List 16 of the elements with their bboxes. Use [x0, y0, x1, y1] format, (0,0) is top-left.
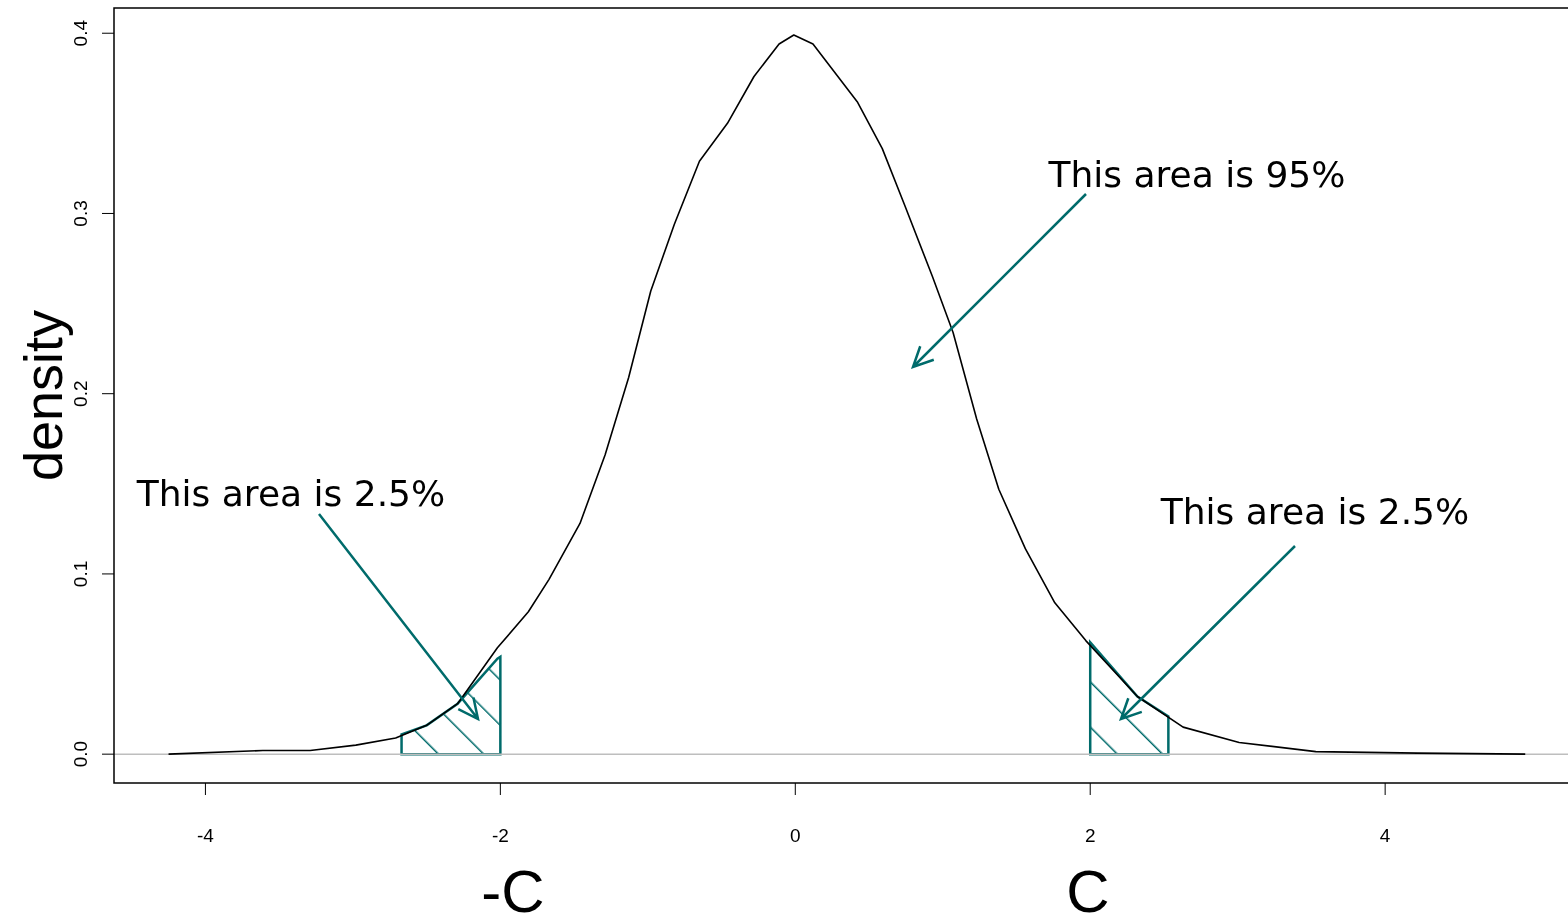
y-tick-label: 0.1 — [70, 560, 91, 588]
x-tick-label: -4 — [196, 825, 215, 846]
y-axis-title: density — [13, 309, 73, 482]
y-tick-label: 0.3 — [70, 200, 91, 227]
x-tick-label: -2 — [491, 825, 509, 846]
annotation: This area is 2.5% — [1159, 491, 1470, 532]
y-tick-label: 0.2 — [70, 380, 91, 407]
annotation: This area is 95% — [1047, 154, 1346, 195]
x-tick-label: 4 — [1379, 825, 1391, 846]
annotation: This area is 2.5% — [135, 473, 446, 514]
y-tick-label: 0.4 — [70, 19, 91, 47]
text: C — [1066, 858, 1110, 916]
x-tick-label: 2 — [1084, 825, 1096, 846]
text: -C — [481, 858, 545, 916]
x-tick-label: 0 — [790, 825, 801, 846]
y-tick-label: 0.0 — [70, 740, 91, 768]
